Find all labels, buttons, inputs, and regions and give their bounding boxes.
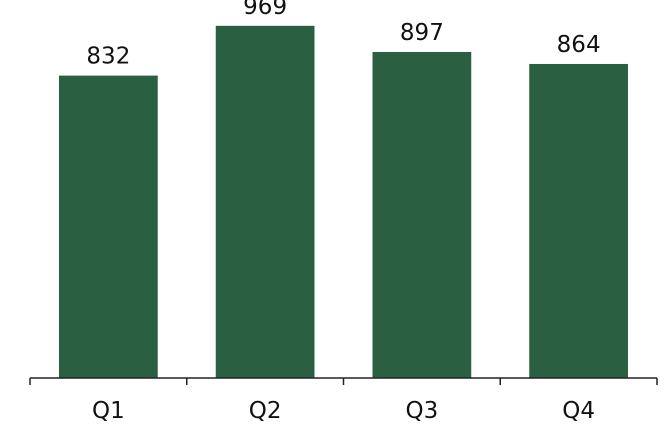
x-tick-label-q2: Q2 — [249, 398, 282, 424]
value-label-q3: 897 — [400, 20, 444, 46]
x-axis: Q1 Q2 Q3 Q4 — [29, 377, 658, 424]
value-labels-layer: 832 969 897 864 — [86, 0, 600, 70]
bar-q2 — [215, 25, 315, 379]
bar-q3 — [372, 51, 472, 378]
bars-layer — [59, 25, 628, 379]
x-tick-label-q3: Q3 — [406, 398, 439, 424]
x-tick-label-q1: Q1 — [92, 398, 125, 424]
value-label-q2: 969 — [243, 0, 287, 20]
x-tick-label-q4: Q4 — [562, 398, 595, 424]
bar-q1 — [59, 75, 158, 378]
bar-q4 — [529, 63, 628, 378]
value-label-q4: 864 — [557, 32, 601, 58]
value-label-q1: 832 — [86, 44, 130, 70]
